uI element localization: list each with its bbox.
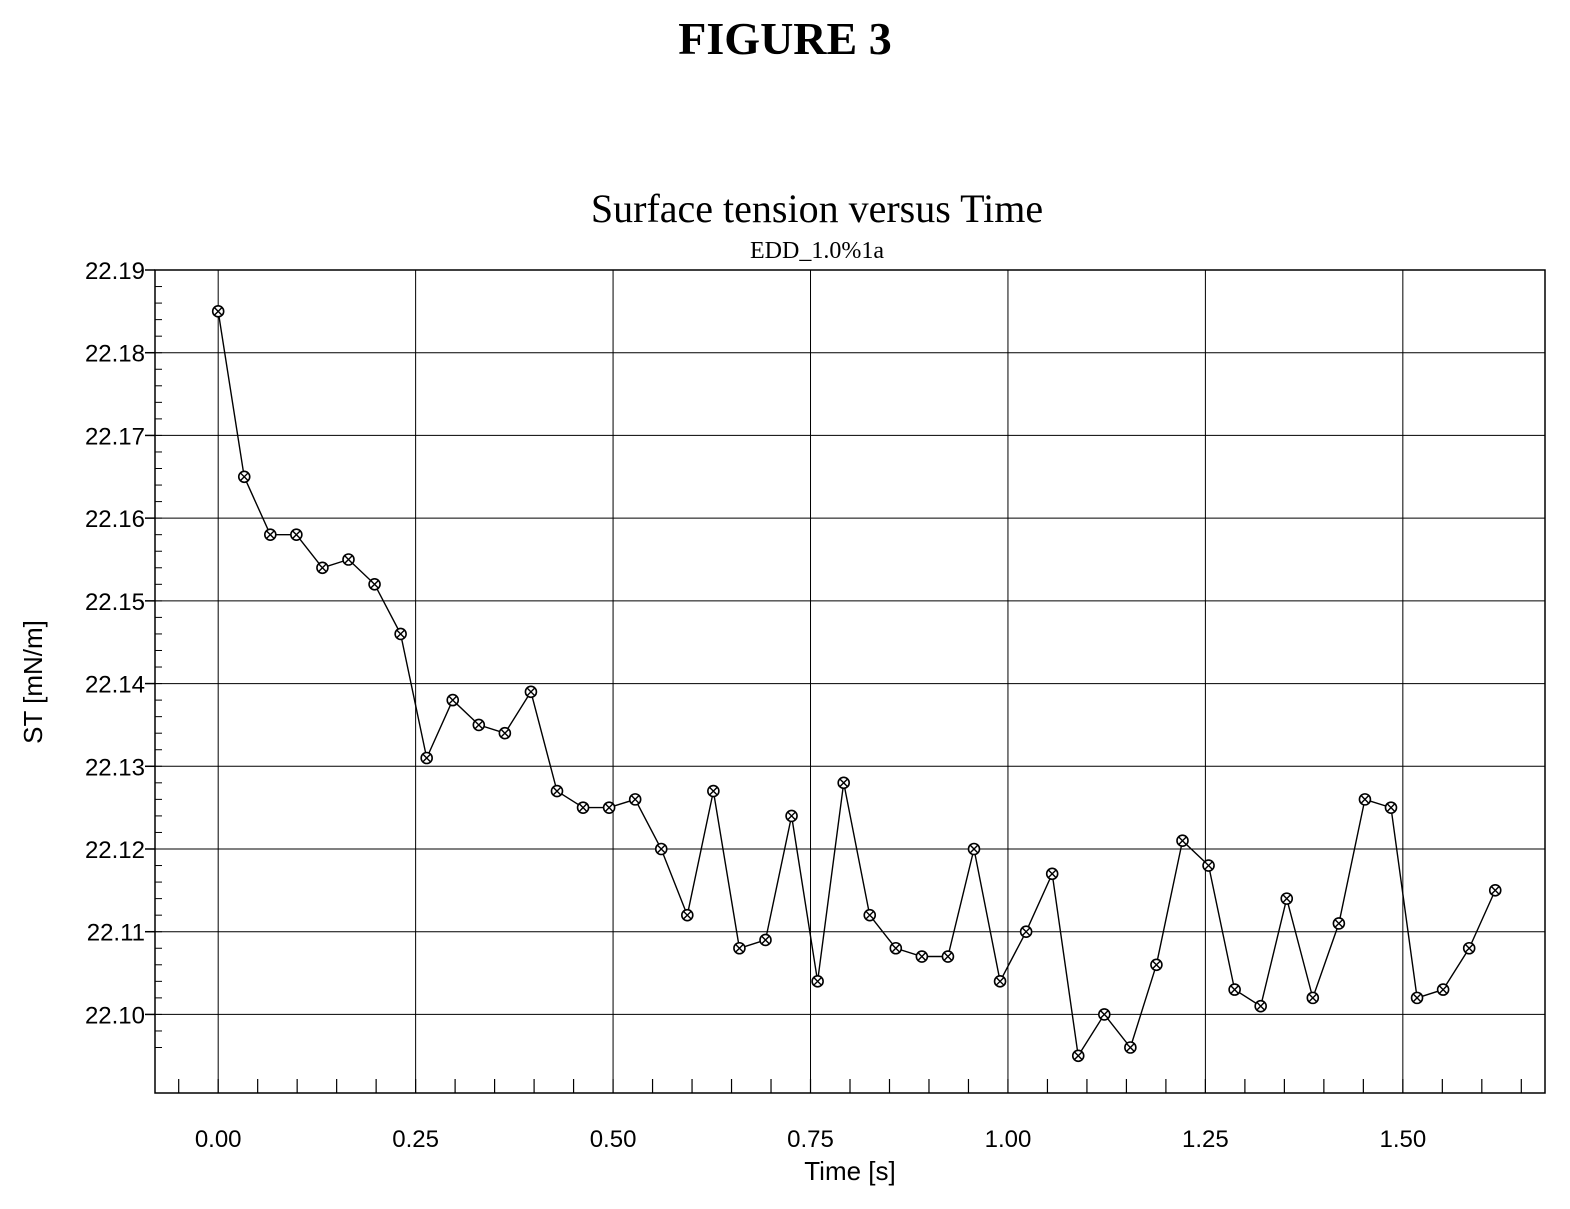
- data-point: [1280, 892, 1294, 905]
- y-tick-label: 22.18: [85, 341, 145, 368]
- data-point: [811, 975, 824, 988]
- y-tick-label: 22.14: [85, 672, 145, 699]
- plot-frame: [154, 269, 1546, 1094]
- grid-layer: [155, 270, 1545, 1093]
- data-point: [1176, 834, 1189, 848]
- data-point: [1098, 1008, 1111, 1021]
- data-point: [368, 578, 381, 591]
- data-point: [1124, 1041, 1137, 1054]
- data-point: [733, 941, 746, 955]
- data-point: [602, 801, 616, 814]
- series-line: [217, 311, 1496, 1058]
- data-point: [654, 842, 668, 856]
- y-tick-label: 22.17: [85, 423, 145, 450]
- x-tick-label: 1.25: [1182, 1126, 1229, 1153]
- x-tick-label: 0.50: [590, 1126, 637, 1153]
- series-layer: [211, 305, 1502, 1063]
- data-point: [759, 933, 772, 947]
- data-point: [837, 776, 850, 790]
- data-point: [785, 809, 798, 823]
- data-point: [1045, 867, 1059, 881]
- data-point: [1488, 884, 1502, 897]
- data-point: [420, 751, 433, 765]
- data-point: [550, 784, 564, 798]
- data-point: [1019, 925, 1033, 939]
- data-point: [863, 908, 877, 922]
- data-point: [1202, 859, 1215, 872]
- data-point: [446, 693, 460, 707]
- y-tick-label: 22.10: [85, 1002, 145, 1029]
- y-tick-label: 22.16: [85, 506, 145, 533]
- data-point: [707, 784, 720, 798]
- data-point: [993, 975, 1007, 988]
- data-point: [1150, 958, 1163, 972]
- y-tick-label: 22.11: [87, 920, 145, 947]
- axis-layer: 0.00 0.25 0.50 0.75 1.00 1.25 1.50 22.10 22.11 22…: [85, 258, 1522, 1153]
- data-point: [576, 801, 590, 814]
- data-point: [889, 941, 903, 955]
- data-point: [264, 528, 277, 541]
- data-point: [941, 950, 955, 963]
- x-tick-label: 0.00: [195, 1126, 242, 1153]
- y-tick-label: 22.19: [85, 258, 145, 285]
- chart-subtitle: EDD_1.0%1a: [750, 238, 884, 264]
- chart-title: Surface tension versus Time: [591, 186, 1043, 231]
- data-point: [915, 950, 929, 963]
- data-point: [1228, 983, 1241, 996]
- data-point: [1306, 991, 1320, 1005]
- data-point: [524, 685, 538, 699]
- data-point: [472, 718, 486, 732]
- data-point: [498, 726, 512, 740]
- x-axis-label: Time [s]: [804, 1156, 895, 1186]
- x-tick-label: 1.00: [985, 1126, 1032, 1153]
- y-axis-label: ST [mN/m]: [18, 620, 48, 744]
- y-tick-label: 22.13: [85, 754, 145, 781]
- data-point: [1436, 983, 1450, 996]
- x-tick-label: 0.75: [787, 1126, 834, 1153]
- data-point: [316, 561, 329, 575]
- data-point: [1254, 999, 1267, 1013]
- data-point: [1462, 941, 1476, 955]
- data-point: [342, 553, 355, 566]
- data-point: [681, 908, 694, 922]
- data-point: [211, 305, 225, 318]
- x-tick-label: 0.25: [392, 1126, 439, 1153]
- data-point: [394, 627, 407, 641]
- x-tick-label: 1.50: [1379, 1126, 1426, 1153]
- data-point: [1358, 793, 1372, 806]
- y-tick-label: 22.15: [85, 589, 145, 616]
- data-point: [1071, 1049, 1085, 1063]
- data-point: [1384, 801, 1398, 814]
- figure-label: FIGURE 3: [678, 13, 892, 64]
- data-point: [1410, 991, 1424, 1005]
- data-point: [967, 842, 981, 856]
- y-tick-label: 22.12: [85, 837, 145, 864]
- data-point: [1332, 917, 1346, 930]
- data-point: [237, 470, 251, 484]
- data-point: [628, 793, 642, 806]
- data-point: [290, 528, 303, 541]
